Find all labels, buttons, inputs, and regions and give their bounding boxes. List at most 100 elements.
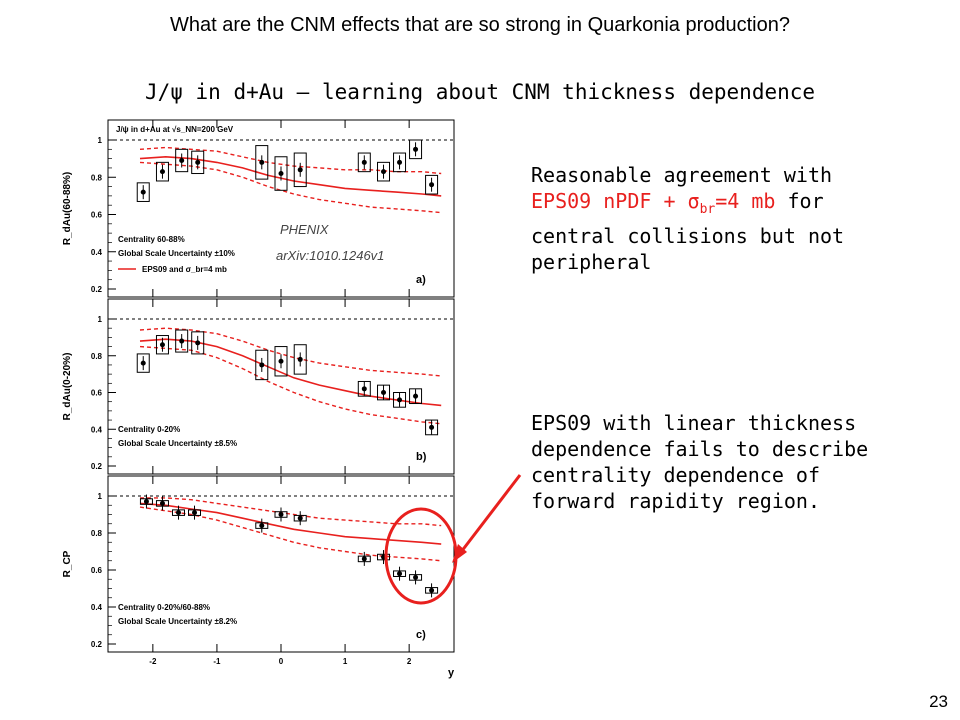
y-tick-label: 0.4 [91, 603, 103, 612]
y-tick-label: 0.8 [91, 173, 103, 182]
legend-entry: Centrality 60-88% [118, 235, 185, 244]
syst-box [274, 156, 288, 191]
text-block-agreement: Reasonable agreement with EPS09 nPDF + σ… [531, 162, 951, 275]
syst-box [357, 380, 371, 397]
syst-box [155, 335, 169, 355]
legend-entry: Global Scale Uncertainty ±8.2% [118, 617, 237, 626]
y-tick-label: 0.6 [91, 389, 103, 398]
data-point [413, 146, 419, 152]
y-axis-label: R_dAu(0-20%) [62, 353, 73, 421]
y-tick-label: 0.6 [91, 211, 103, 220]
data-point [278, 512, 284, 517]
model-band-high [140, 497, 442, 527]
x-tick-label: 2 [407, 657, 412, 666]
legend-entry: Centrality 0-20%/60-88% [118, 603, 210, 612]
model-curve [139, 502, 442, 545]
phenix-figure: 0.2 0.4 0.6 0.8 1 R_dAu(60-88%) J/ψ in d+Au at… [62, 119, 455, 679]
y-tick-label: 0.4 [91, 425, 103, 434]
panel-letter: c) [416, 629, 426, 641]
page-number: 23 [929, 692, 948, 711]
text2-line1: EPS09 with linear thickness [531, 411, 857, 435]
data-point [159, 500, 165, 506]
syst-box [136, 182, 150, 202]
syst-box [255, 349, 269, 381]
annotation-source: PHENIX [280, 222, 330, 237]
syst-box [293, 152, 307, 188]
data-point [397, 159, 403, 165]
syst-box [274, 346, 288, 377]
syst-box [175, 148, 189, 173]
syst-box [136, 353, 150, 373]
syst-box [409, 388, 423, 405]
data-point [259, 523, 265, 529]
syst-box [255, 145, 269, 180]
syst-box [409, 139, 423, 160]
data-point [192, 510, 197, 516]
data-point [140, 189, 146, 195]
syst-box [191, 331, 205, 355]
syst-box [393, 152, 407, 173]
data-point [143, 499, 149, 505]
highlight-circle [384, 507, 458, 605]
x-axis-label: y [448, 667, 455, 679]
syst-box [155, 161, 169, 182]
y-tick-label: 1 [98, 315, 103, 324]
text2-line4: forward rapidity region. [531, 489, 820, 513]
panel-letter: b) [416, 451, 427, 463]
text1-line3: central collisions but not [531, 224, 845, 248]
data-point [413, 574, 419, 580]
data-point [429, 587, 435, 593]
data-point [361, 159, 367, 165]
data-point [278, 358, 284, 364]
y-axis-label: R_dAu(60-88%) [62, 172, 73, 245]
y-tick-label: 1 [98, 136, 103, 145]
data-point [159, 342, 165, 348]
y-tick-label: 0.8 [91, 529, 103, 538]
syst-box [357, 152, 371, 173]
x-tick-label: -1 [213, 657, 221, 666]
syst-box [293, 344, 307, 375]
syst-box [425, 419, 439, 436]
y-tick-label: 0.2 [91, 285, 103, 294]
syst-box [393, 392, 407, 408]
legend-entry: Global Scale Uncertainty ±10% [118, 249, 235, 258]
y-axis-label: R_CP [62, 550, 73, 577]
model-band-low [139, 506, 442, 562]
data-point [140, 360, 146, 366]
y-tick-label: 0.4 [91, 248, 103, 257]
annotation-arxiv: arXiv:1010.1246v1 [276, 248, 384, 263]
data-point [297, 515, 303, 521]
data-point [381, 169, 387, 175]
y-tick-label: 0.8 [91, 352, 103, 361]
panel-header: J/ψ in d+Au at √s_NN=200 GeV [116, 125, 234, 134]
x-tick-label: 0 [279, 657, 284, 666]
y-tick-label: 0.6 [91, 566, 103, 575]
y-tick-label: 1 [98, 492, 103, 501]
y-tick-label: 0.2 [91, 462, 103, 471]
data-point [179, 338, 185, 344]
arrow-head [452, 544, 467, 563]
slide-question: What are the CNM effects that are so str… [170, 14, 790, 36]
data-point [179, 157, 185, 163]
data-point [361, 386, 367, 392]
data-point [278, 171, 284, 177]
syst-box [425, 174, 439, 195]
syst-box [377, 384, 391, 401]
text1-line1: Reasonable agreement with [531, 163, 833, 187]
text1-line4: peripheral [531, 250, 652, 274]
text2-line3: centrality dependence of [531, 463, 820, 487]
syst-box [175, 329, 189, 353]
slide-subtitle: J/ψ in d+Au – learning about CNM thickne… [144, 80, 816, 104]
data-point [413, 393, 419, 399]
data-point [297, 167, 303, 173]
data-point [397, 397, 403, 403]
text2-line2: dependence fails to describe [531, 437, 869, 461]
data-point [361, 556, 367, 562]
model-label: EPS09 nPDF + σbr=4 mb [531, 189, 776, 217]
data-point [175, 510, 181, 516]
data-point [159, 169, 165, 175]
data-point [381, 390, 387, 395]
y-tick-label: 0.2 [91, 640, 103, 649]
x-tick-label: -2 [149, 657, 157, 666]
data-point [429, 182, 435, 188]
